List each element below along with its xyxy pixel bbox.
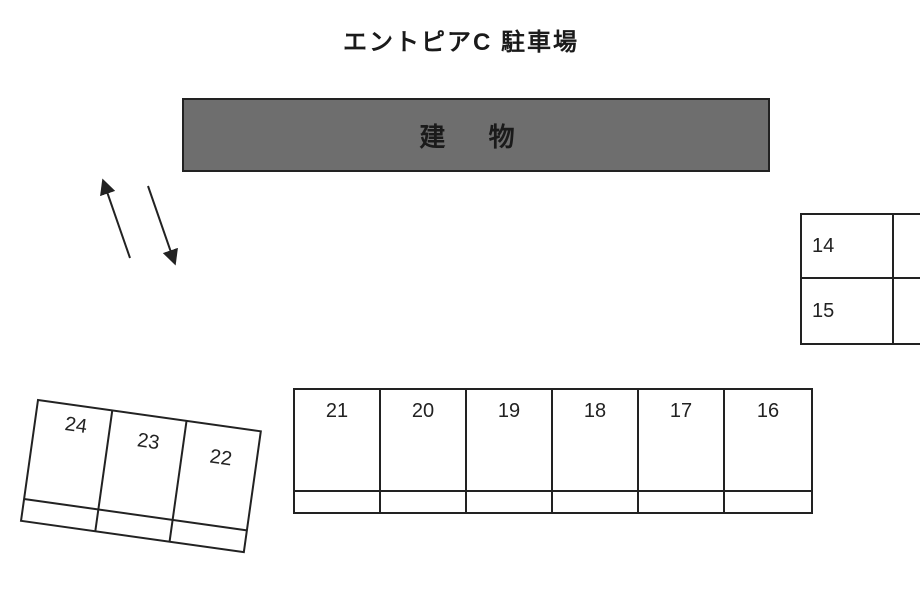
slot-label: 22: [208, 446, 233, 471]
slot-label: 24: [63, 413, 88, 438]
building-label: 建 物: [419, 117, 532, 154]
right-parking-block: 14 15: [800, 213, 920, 345]
footer-seg: [381, 492, 467, 512]
parking-slot: 16: [725, 390, 811, 490]
footer-seg: [467, 492, 553, 512]
parking-slot: 19: [467, 390, 553, 490]
slot-label: 15: [802, 279, 892, 343]
slot-label: 20: [412, 400, 434, 423]
slot-label: 19: [498, 400, 520, 423]
center-body: 21 20 19 18 17 16: [295, 390, 811, 490]
slot-label: 21: [326, 400, 348, 423]
parking-slot: 20: [381, 390, 467, 490]
building-box: 建 物: [182, 98, 770, 172]
footer-seg: [639, 492, 725, 512]
slot-label: 16: [757, 400, 779, 423]
parking-slot: 18: [553, 390, 639, 490]
left-parking-block: 24 23 22: [18, 380, 278, 560]
slot-side: [892, 279, 920, 343]
parking-slot: 15: [802, 279, 920, 343]
footer-seg: [725, 492, 811, 512]
center-footer: [295, 490, 811, 512]
slot-label: 17: [670, 400, 692, 423]
parking-slot: 14: [802, 215, 920, 279]
parking-slot: 21: [295, 390, 381, 490]
slot-side: [892, 215, 920, 277]
slot-label: 18: [584, 400, 606, 423]
parking-slot: 17: [639, 390, 725, 490]
direction-arrows: [85, 178, 205, 278]
center-parking-block: 21 20 19 18 17 16: [293, 388, 813, 514]
slot-label: 14: [802, 215, 892, 277]
footer-seg: [553, 492, 639, 512]
arrow-left: [105, 186, 130, 258]
slot-label: 23: [136, 429, 161, 454]
arrow-right: [148, 186, 173, 258]
footer-seg: [295, 492, 381, 512]
page-title: エントピアC 駐車場: [0, 22, 922, 57]
